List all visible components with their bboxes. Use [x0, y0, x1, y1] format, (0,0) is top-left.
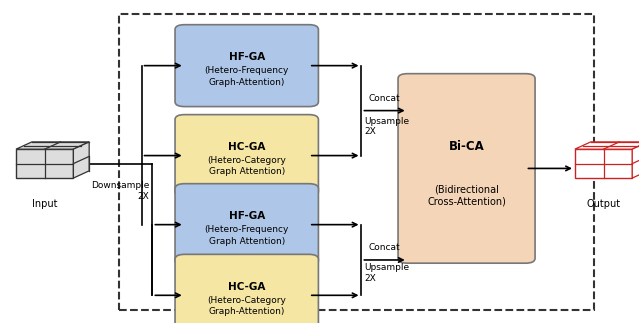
Text: HF-GA: HF-GA: [228, 211, 265, 221]
Text: (Hetero-Category
Graph-Attention): (Hetero-Category Graph-Attention): [207, 296, 286, 316]
Text: HC-GA: HC-GA: [228, 282, 266, 292]
Text: (Hetero-Frequency
Graph-Attention): (Hetero-Frequency Graph-Attention): [205, 66, 289, 87]
Polygon shape: [632, 142, 640, 178]
Text: Output: Output: [586, 199, 621, 209]
Text: HF-GA: HF-GA: [228, 52, 265, 62]
Text: Upsample
2X: Upsample 2X: [365, 263, 410, 283]
FancyBboxPatch shape: [175, 25, 319, 107]
Text: (Bidirectional
Cross-Attention): (Bidirectional Cross-Attention): [427, 184, 506, 207]
Text: Downsample
2X: Downsample 2X: [91, 181, 149, 201]
Text: HC-GA: HC-GA: [228, 142, 266, 152]
Text: Input: Input: [32, 199, 58, 209]
Text: Concat: Concat: [369, 243, 401, 252]
Text: (Hetero-Category
Graph Attention): (Hetero-Category Graph Attention): [207, 156, 286, 177]
FancyBboxPatch shape: [175, 115, 319, 197]
Text: Upsample
2X: Upsample 2X: [365, 117, 410, 136]
Text: Concat: Concat: [369, 94, 401, 103]
FancyBboxPatch shape: [175, 184, 319, 266]
Text: Bi-CA: Bi-CA: [449, 140, 484, 153]
Polygon shape: [74, 142, 89, 178]
FancyBboxPatch shape: [398, 74, 535, 263]
Polygon shape: [575, 142, 640, 149]
Bar: [16, 149, 74, 178]
Bar: [575, 149, 632, 178]
Text: (Hetero-Frequency
Graph Attention): (Hetero-Frequency Graph Attention): [205, 226, 289, 246]
FancyBboxPatch shape: [175, 254, 319, 324]
Polygon shape: [16, 142, 89, 149]
